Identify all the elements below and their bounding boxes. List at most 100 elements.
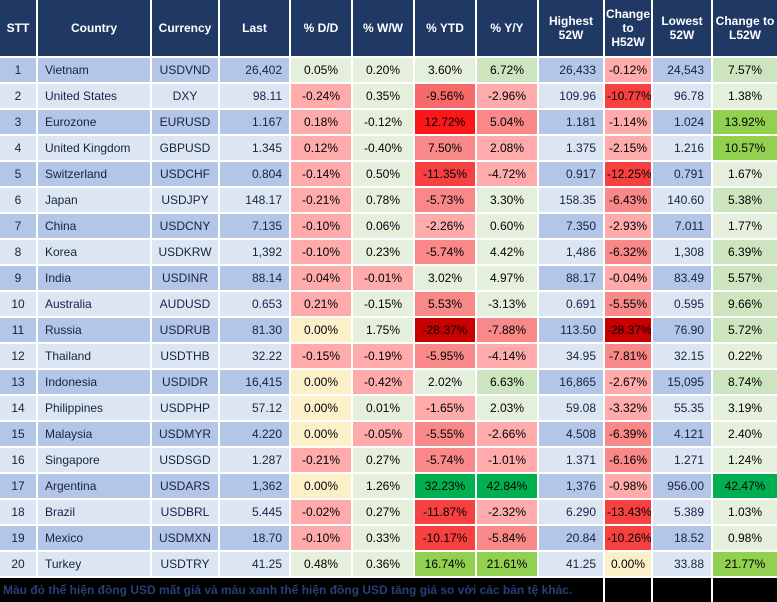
cell-dd: 0.00% bbox=[289, 420, 353, 448]
cell-stt: 8 bbox=[0, 238, 38, 266]
cell-l52: 956.00 bbox=[651, 472, 713, 500]
cell-chg_l: 10.57% bbox=[711, 134, 777, 162]
cell-yy: 2.03% bbox=[475, 394, 539, 422]
table-row: 18 Brazil USDBRL 5.445 -0.02% 0.27% -11.87% -2.… bbox=[0, 498, 777, 526]
cell-last: 1,392 bbox=[218, 238, 291, 266]
col-header-lowest-52w: Lowest 52W bbox=[651, 0, 713, 58]
cell-ww: 0.50% bbox=[351, 160, 415, 188]
cell-chg_h: -7.81% bbox=[603, 342, 653, 370]
cell-dd: -0.15% bbox=[289, 342, 353, 370]
cell-ww: 0.06% bbox=[351, 212, 415, 240]
cell-dd: 0.12% bbox=[289, 134, 353, 162]
cell-yy: -5.84% bbox=[475, 524, 539, 552]
cell-currency: USDCNY bbox=[150, 212, 220, 240]
cell-country: Malaysia bbox=[36, 420, 152, 448]
col-header-ytd: % YTD bbox=[413, 0, 477, 58]
cell-stt: 11 bbox=[0, 316, 38, 344]
cell-stt: 10 bbox=[0, 290, 38, 318]
cell-last: 0.653 bbox=[218, 290, 291, 318]
cell-yy: 3.30% bbox=[475, 186, 539, 214]
cell-chg_h: -0.12% bbox=[603, 56, 653, 84]
table-row: 3 Eurozone EURUSD 1.167 0.18% -0.12% 12.72% 5.0… bbox=[0, 108, 777, 136]
cell-ytd: 3.02% bbox=[413, 264, 477, 292]
cell-last: 4.220 bbox=[218, 420, 291, 448]
cell-chg_l: 6.39% bbox=[711, 238, 777, 266]
cell-ww: 0.27% bbox=[351, 498, 415, 526]
cell-dd: -0.10% bbox=[289, 212, 353, 240]
cell-yy: -3.13% bbox=[475, 290, 539, 318]
cell-chg_h: -2.93% bbox=[603, 212, 653, 240]
cell-chg_h: -6.43% bbox=[603, 186, 653, 214]
cell-h52: 20.84 bbox=[537, 524, 605, 552]
cell-yy: 5.04% bbox=[475, 108, 539, 136]
cell-h52: 1,486 bbox=[537, 238, 605, 266]
cell-chg_l: 1.03% bbox=[711, 498, 777, 526]
cell-currency: USDKRW bbox=[150, 238, 220, 266]
cell-currency: USDCHF bbox=[150, 160, 220, 188]
cell-last: 1.287 bbox=[218, 446, 291, 474]
cell-chg_h: -13.43% bbox=[603, 498, 653, 526]
cell-l52: 18.52 bbox=[651, 524, 713, 552]
cell-currency: USDTHB bbox=[150, 342, 220, 370]
cell-chg_l: 42.47% bbox=[711, 472, 777, 500]
col-header-stt: STT bbox=[0, 0, 38, 58]
cell-ytd: -10.17% bbox=[413, 524, 477, 552]
cell-chg_h: -5.55% bbox=[603, 290, 653, 318]
cell-l52: 1.271 bbox=[651, 446, 713, 474]
table-row: 20 Turkey USDTRY 41.25 0.48% 0.36% 16.74% 21.61… bbox=[0, 550, 777, 578]
footer-black-cell bbox=[651, 576, 713, 602]
cell-yy: 6.63% bbox=[475, 368, 539, 396]
table-row: 8 Korea USDKRW 1,392 -0.10% 0.23% -5.74% 4.42% 1… bbox=[0, 238, 777, 266]
cell-ww: 0.20% bbox=[351, 56, 415, 84]
cell-h52: 158.35 bbox=[537, 186, 605, 214]
cell-dd: 0.00% bbox=[289, 368, 353, 396]
cell-h52: 6.290 bbox=[537, 498, 605, 526]
cell-h52: 1.375 bbox=[537, 134, 605, 162]
cell-ww: -0.15% bbox=[351, 290, 415, 318]
cell-currency: USDINR bbox=[150, 264, 220, 292]
table-row: 5 Switzerland USDCHF 0.804 -0.14% 0.50% -11.35… bbox=[0, 160, 777, 188]
table-row: 12 Thailand USDTHB 32.22 -0.15% -0.19% -5.95% -… bbox=[0, 342, 777, 370]
cell-stt: 3 bbox=[0, 108, 38, 136]
cell-ytd: 7.50% bbox=[413, 134, 477, 162]
cell-l52: 32.15 bbox=[651, 342, 713, 370]
cell-l52: 76.90 bbox=[651, 316, 713, 344]
cell-l52: 5.389 bbox=[651, 498, 713, 526]
cell-yy: 42.84% bbox=[475, 472, 539, 500]
cell-yy: -2.32% bbox=[475, 498, 539, 526]
cell-last: 41.25 bbox=[218, 550, 291, 578]
cell-chg_l: 5.72% bbox=[711, 316, 777, 344]
table-row: 19 Mexico USDMXN 18.70 -0.10% 0.33% -10.17% -5.… bbox=[0, 524, 777, 552]
cell-chg_h: -28.37% bbox=[603, 316, 653, 344]
table-row: 1 Vietnam USDVND 26,402 0.05% 0.20% 3.60% 6.72%… bbox=[0, 56, 777, 84]
cell-dd: -0.04% bbox=[289, 264, 353, 292]
cell-chg_l: 5.38% bbox=[711, 186, 777, 214]
cell-h52: 26,433 bbox=[537, 56, 605, 84]
cell-ytd: -5.73% bbox=[413, 186, 477, 214]
cell-ww: -0.05% bbox=[351, 420, 415, 448]
cell-l52: 1.024 bbox=[651, 108, 713, 136]
cell-h52: 88.17 bbox=[537, 264, 605, 292]
cell-chg_h: -2.67% bbox=[603, 368, 653, 396]
table-row: 15 Malaysia USDMYR 4.220 0.00% -0.05% -5.55% -2… bbox=[0, 420, 777, 448]
cell-chg_h: -12.25% bbox=[603, 160, 653, 188]
cell-l52: 140.60 bbox=[651, 186, 713, 214]
cell-yy: -4.72% bbox=[475, 160, 539, 188]
cell-country: Thailand bbox=[36, 342, 152, 370]
cell-ww: 0.01% bbox=[351, 394, 415, 422]
cell-yy: 6.72% bbox=[475, 56, 539, 84]
cell-stt: 18 bbox=[0, 498, 38, 526]
cell-last: 18.70 bbox=[218, 524, 291, 552]
table-row: 14 Philippines USDPHP 57.12 0.00% 0.01% -1.65%… bbox=[0, 394, 777, 422]
cell-chg_l: 1.38% bbox=[711, 82, 777, 110]
cell-stt: 4 bbox=[0, 134, 38, 162]
cell-ww: 0.33% bbox=[351, 524, 415, 552]
cell-dd: 0.05% bbox=[289, 56, 353, 84]
cell-yy: 2.08% bbox=[475, 134, 539, 162]
cell-h52: 113.50 bbox=[537, 316, 605, 344]
col-header-change-to-h52w: Change to H52W bbox=[603, 0, 653, 58]
col-header-last: Last bbox=[218, 0, 291, 58]
cell-last: 57.12 bbox=[218, 394, 291, 422]
header-row: STT Country Currency Last % D/D % W/W % … bbox=[0, 0, 777, 58]
